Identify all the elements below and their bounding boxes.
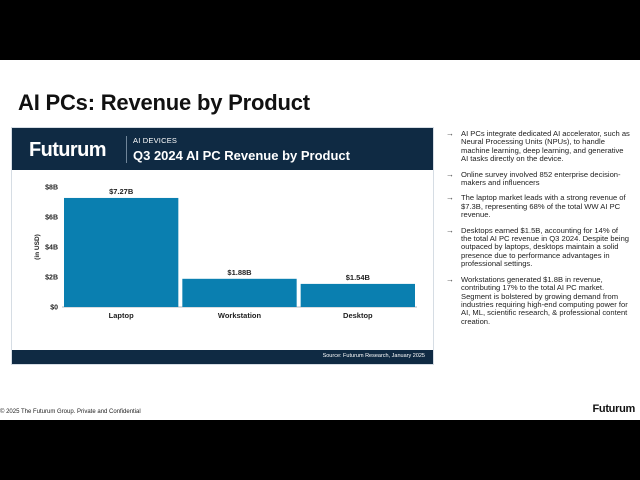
x-category-label: Laptop <box>109 311 134 320</box>
y-tick-label: $0 <box>50 305 58 312</box>
bar <box>64 197 179 307</box>
note-item: → The laptop market leads with a strong r… <box>446 194 630 219</box>
bar-chart: $0 $2B $4B $6B $8B (in USD) $7.27B Laptop $1.88B… <box>34 185 417 320</box>
copyright-text: © 2025 The Futurum Group. Private and Co… <box>0 409 141 415</box>
chart-card-header: Futurum AI DEVICES Q3 2024 AI PC Revenue… <box>12 128 433 170</box>
note-text: AI PCs integrate dedicated AI accelerato… <box>461 129 630 164</box>
note-text: Online survey involved 852 enterprise de… <box>461 169 621 188</box>
bar <box>300 283 415 307</box>
note-item: → AI PCs integrate dedicated AI accelerat… <box>446 129 630 164</box>
x-category-label: Workstation <box>218 311 262 320</box>
chart-title: Q3 2024 AI PC Revenue by Product <box>133 148 350 163</box>
arrow-right-icon: → <box>446 225 454 235</box>
note-item: → Workstations generated $1.8B in revenue… <box>446 274 630 326</box>
header-divider <box>126 136 127 163</box>
y-axis-label: (in USD) <box>34 234 41 260</box>
x-category-label: Desktop <box>343 311 373 320</box>
y-tick-label: $8B <box>45 185 58 192</box>
note-item: → Online survey involved 852 enterprise d… <box>446 169 630 188</box>
arrow-right-icon: → <box>446 193 454 203</box>
notes-list: → AI PCs integrate dedicated AI accelerat… <box>446 129 630 333</box>
bar-data-label: $1.54B <box>346 273 371 282</box>
y-tick-label: $2B <box>45 275 58 282</box>
note-text: The laptop market leads with a strong re… <box>461 193 626 220</box>
footer-logo: Futurum <box>592 403 635 415</box>
note-text: Desktops earned $1.5B, accounting for 14… <box>461 225 630 269</box>
arrow-right-icon: → <box>446 274 454 284</box>
chart-card-footer: Source: Futurum Research, January 2025 <box>12 350 433 364</box>
bar-data-label: $1.88B <box>227 268 252 277</box>
slide: AI PCs: Revenue by Product Futurum AI DE… <box>0 60 640 420</box>
chart-eyebrow: AI DEVICES <box>133 136 178 145</box>
y-tick-label: $6B <box>45 215 58 222</box>
slide-title: AI PCs: Revenue by Product <box>18 90 310 115</box>
bar-data-label: $7.27B <box>109 187 134 196</box>
arrow-right-icon: → <box>446 169 454 179</box>
futurum-logo: Futurum <box>29 139 107 161</box>
bar <box>182 278 297 307</box>
y-tick-label: $4B <box>45 245 58 252</box>
chart-card: Futurum AI DEVICES Q3 2024 AI PC Revenue… <box>11 127 434 365</box>
chart-source: Source: Futurum Research, January 2025 <box>322 353 425 359</box>
note-text: Workstations generated $1.8B in revenue,… <box>461 274 628 326</box>
note-item: → Desktops earned $1.5B, accounting for 1… <box>446 225 630 269</box>
arrow-right-icon: → <box>446 129 454 138</box>
